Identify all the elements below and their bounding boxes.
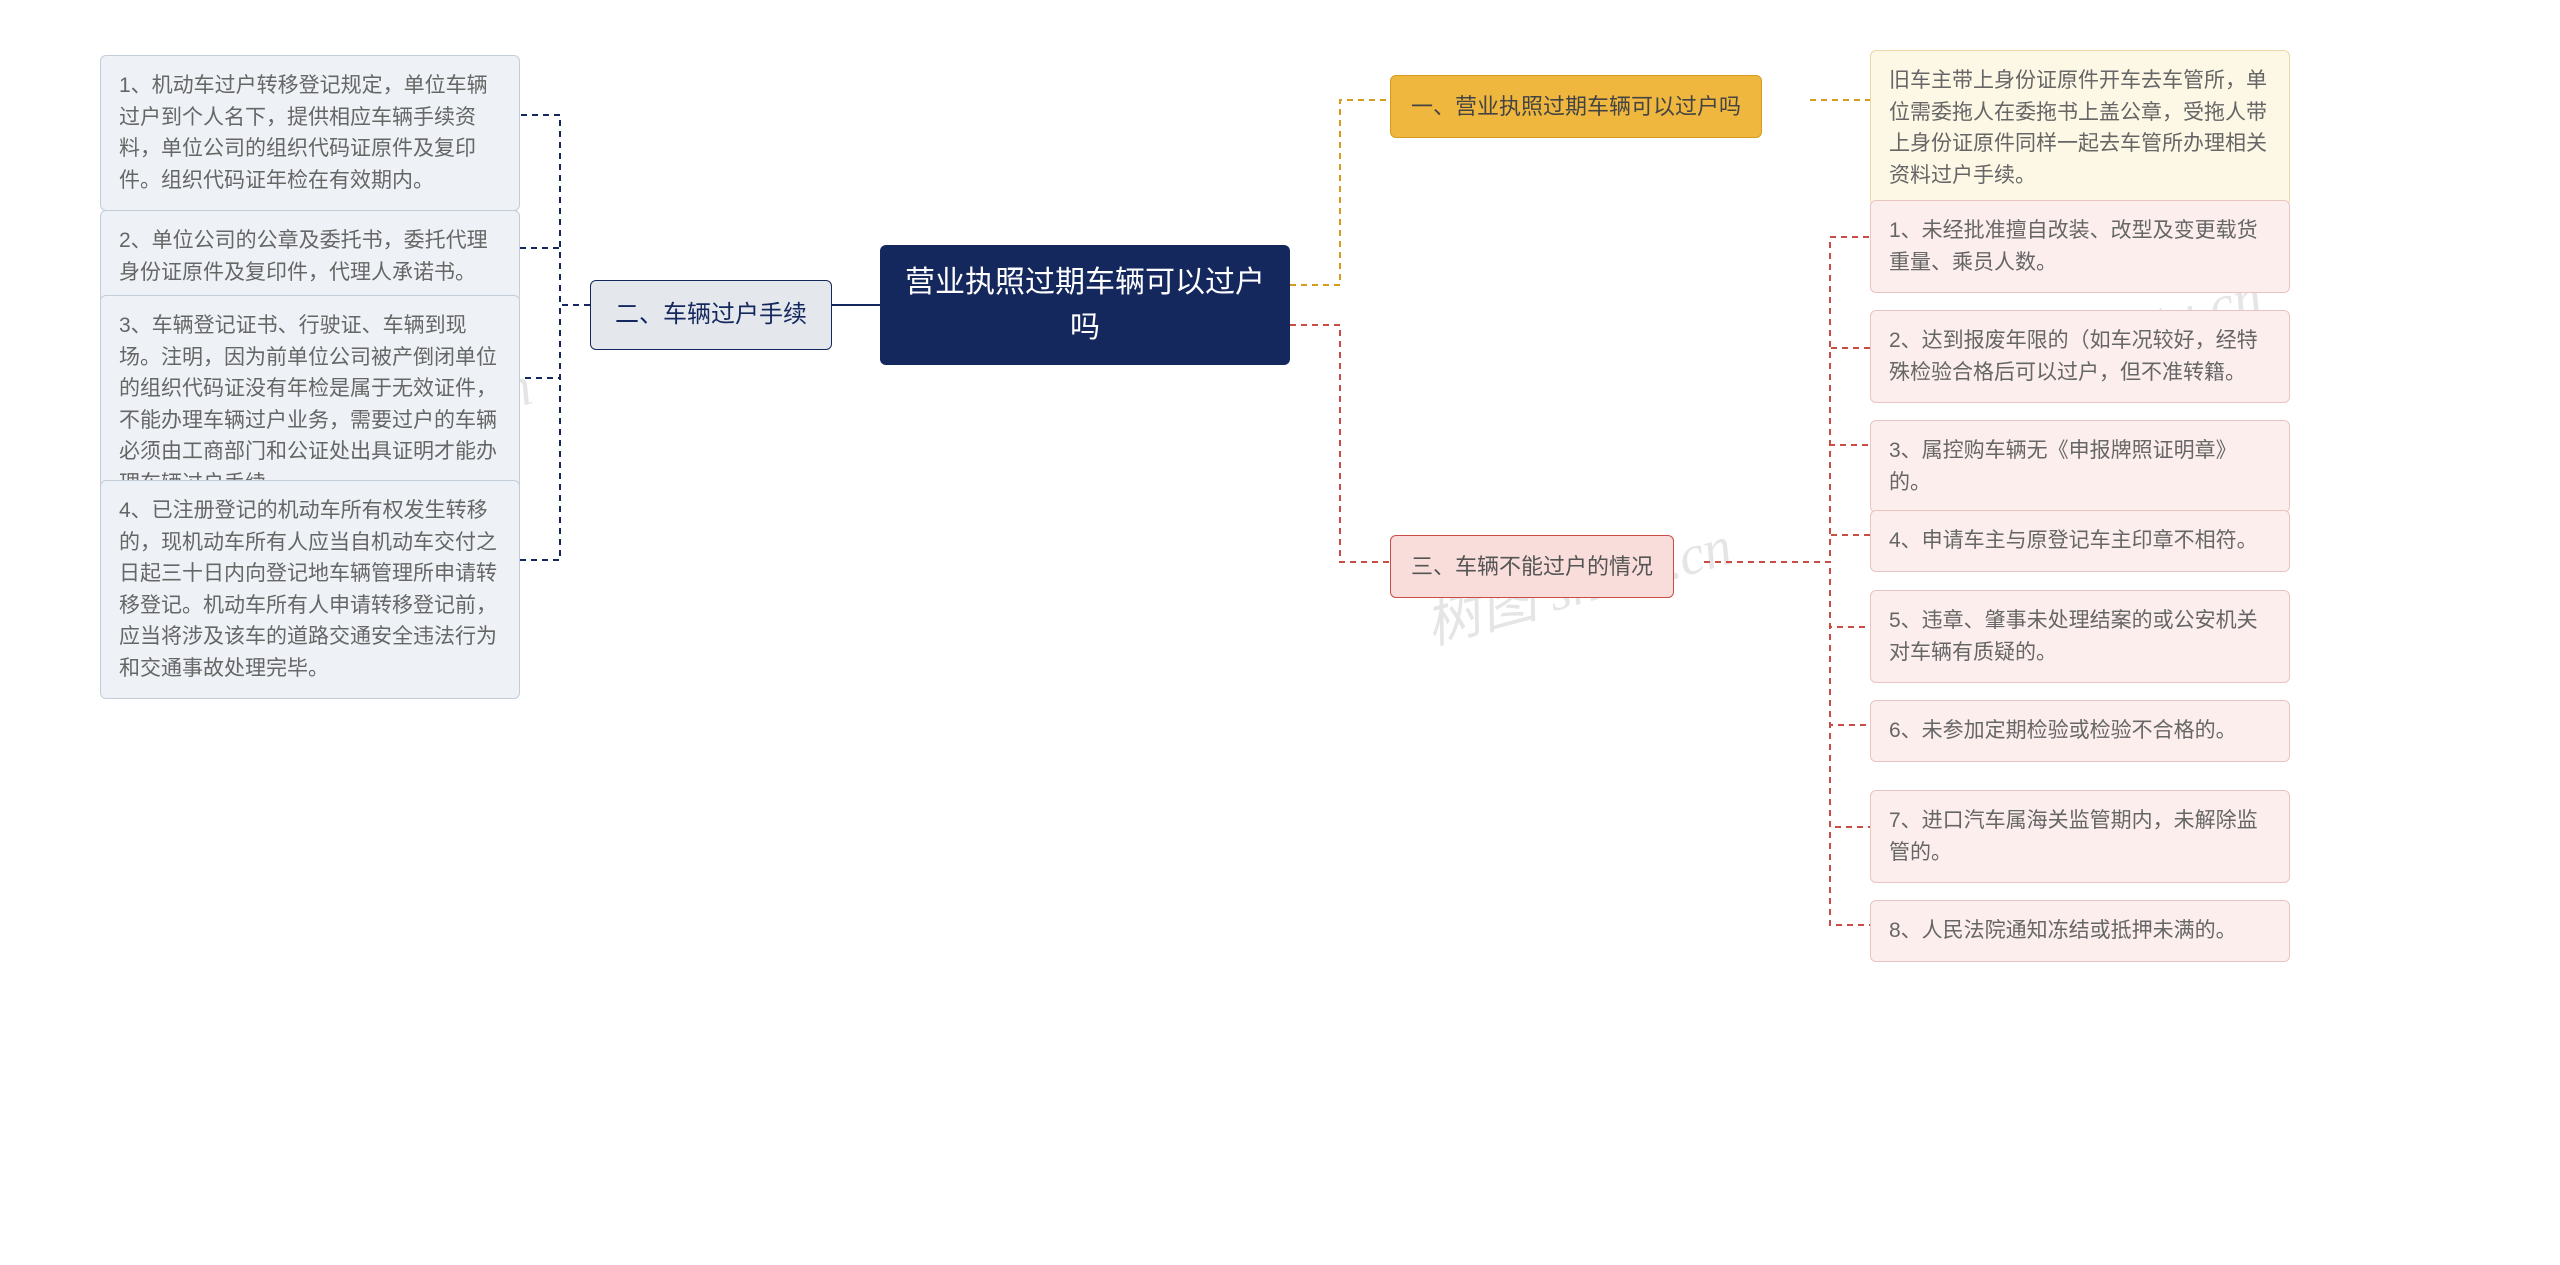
- top-leaf[interactable]: 旧车主带上身份证原件开车去车管所，单位需委拖人在委拖书上盖公章，受拖人带上身份证…: [1870, 50, 2290, 206]
- red-leaf-3[interactable]: 3、属控购车辆无《申报牌照证明章》的。: [1870, 420, 2290, 513]
- leaf-text: 5、违章、肇事未处理结案的或公安机关对车辆有质疑的。: [1889, 605, 2271, 668]
- red-leaf-7[interactable]: 7、进口汽车属海关监管期内，未解除监管的。: [1870, 790, 2290, 883]
- leaf-text: 1、机动车过户转移登记规定，单位车辆过户到个人名下，提供相应车辆手续资料，单位公…: [119, 70, 501, 196]
- leaf-text: 4、已注册登记的机动车所有权发生转移的，现机动车所有人应当自机动车交付之日起三十…: [119, 495, 501, 684]
- leaf-text: 6、未参加定期检验或检验不合格的。: [1889, 715, 2237, 747]
- left-leaf-1[interactable]: 1、机动车过户转移登记规定，单位车辆过户到个人名下，提供相应车辆手续资料，单位公…: [100, 55, 520, 211]
- red-leaf-2[interactable]: 2、达到报废年限的（如车况较好，经特殊检验合格后可以过户，但不准转籍。: [1870, 310, 2290, 403]
- leaf-text: 2、达到报废年限的（如车况较好，经特殊检验合格后可以过户，但不准转籍。: [1889, 325, 2271, 388]
- central-text: 营业执照过期车辆可以过户吗: [900, 260, 1270, 350]
- branch-left-text: 二、车辆过户手续: [615, 297, 807, 333]
- red-leaf-8[interactable]: 8、人民法院通知冻结或抵押未满的。: [1870, 900, 2290, 962]
- branch-top[interactable]: 一、营业执照过期车辆可以过户吗: [1390, 75, 1762, 138]
- red-leaf-4[interactable]: 4、申请车主与原登记车主印章不相符。: [1870, 510, 2290, 572]
- red-leaf-6[interactable]: 6、未参加定期检验或检验不合格的。: [1870, 700, 2290, 762]
- leaf-text: 1、未经批准擅自改装、改型及变更载货重量、乘员人数。: [1889, 215, 2271, 278]
- central-node[interactable]: 营业执照过期车辆可以过户吗: [880, 245, 1290, 365]
- red-leaf-5[interactable]: 5、违章、肇事未处理结案的或公安机关对车辆有质疑的。: [1870, 590, 2290, 683]
- leaf-text: 8、人民法院通知冻结或抵押未满的。: [1889, 915, 2237, 947]
- branch-bottom[interactable]: 三、车辆不能过户的情况: [1390, 535, 1674, 598]
- leaf-text: 旧车主带上身份证原件开车去车管所，单位需委拖人在委拖书上盖公章，受拖人带上身份证…: [1889, 65, 2271, 191]
- leaf-text: 4、申请车主与原登记车主印章不相符。: [1889, 525, 2258, 557]
- branch-bottom-text: 三、车辆不能过户的情况: [1411, 550, 1653, 583]
- leaf-text: 2、单位公司的公章及委托书，委托代理身份证原件及复印件，代理人承诺书。: [119, 225, 501, 288]
- leaf-text: 3、属控购车辆无《申报牌照证明章》的。: [1889, 435, 2271, 498]
- branch-top-text: 一、营业执照过期车辆可以过户吗: [1411, 90, 1741, 123]
- red-leaf-1[interactable]: 1、未经批准擅自改装、改型及变更载货重量、乘员人数。: [1870, 200, 2290, 293]
- left-leaf-2[interactable]: 2、单位公司的公章及委托书，委托代理身份证原件及复印件，代理人承诺书。: [100, 210, 520, 303]
- leaf-text: 3、车辆登记证书、行驶证、车辆到现场。注明，因为前单位公司被产倒闭单位的组织代码…: [119, 310, 501, 499]
- branch-left[interactable]: 二、车辆过户手续: [590, 280, 832, 350]
- leaf-text: 7、进口汽车属海关监管期内，未解除监管的。: [1889, 805, 2271, 868]
- left-leaf-4[interactable]: 4、已注册登记的机动车所有权发生转移的，现机动车所有人应当自机动车交付之日起三十…: [100, 480, 520, 699]
